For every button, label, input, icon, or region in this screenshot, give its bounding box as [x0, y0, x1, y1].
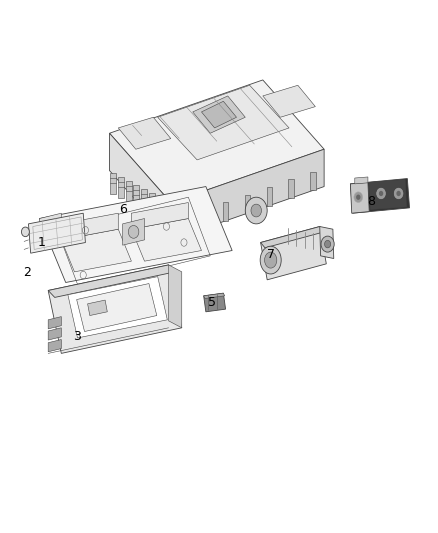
Circle shape: [321, 236, 334, 252]
Polygon shape: [310, 172, 316, 190]
Polygon shape: [110, 173, 116, 194]
Ellipse shape: [265, 252, 277, 268]
Ellipse shape: [260, 246, 281, 274]
Circle shape: [325, 240, 331, 248]
Polygon shape: [28, 213, 85, 253]
Polygon shape: [223, 202, 229, 221]
Circle shape: [128, 225, 139, 238]
Polygon shape: [201, 101, 237, 128]
Polygon shape: [48, 265, 182, 353]
Text: 8: 8: [367, 195, 375, 208]
Polygon shape: [48, 328, 61, 340]
Polygon shape: [169, 265, 182, 328]
Text: 6: 6: [120, 203, 127, 216]
Polygon shape: [131, 203, 188, 229]
Polygon shape: [118, 117, 171, 149]
Polygon shape: [61, 229, 131, 272]
Circle shape: [396, 191, 401, 196]
Polygon shape: [156, 197, 162, 218]
Polygon shape: [48, 340, 61, 352]
Polygon shape: [48, 265, 175, 297]
Polygon shape: [88, 300, 107, 316]
Circle shape: [245, 197, 267, 224]
Polygon shape: [350, 182, 369, 213]
Text: 7: 7: [267, 248, 275, 261]
Polygon shape: [61, 213, 118, 240]
Polygon shape: [204, 293, 226, 312]
Polygon shape: [289, 179, 294, 198]
Polygon shape: [171, 149, 324, 240]
Circle shape: [356, 195, 360, 200]
Polygon shape: [266, 187, 272, 206]
Polygon shape: [68, 277, 167, 338]
Polygon shape: [123, 219, 145, 245]
Polygon shape: [179, 217, 185, 236]
Polygon shape: [110, 133, 171, 240]
Circle shape: [394, 188, 403, 199]
Polygon shape: [201, 210, 207, 229]
Polygon shape: [39, 187, 232, 282]
Polygon shape: [204, 293, 225, 298]
Polygon shape: [261, 227, 326, 280]
Polygon shape: [261, 227, 324, 248]
Text: 2: 2: [23, 266, 31, 279]
Circle shape: [354, 192, 363, 203]
Circle shape: [377, 188, 385, 199]
Polygon shape: [193, 96, 245, 133]
Polygon shape: [355, 177, 368, 184]
Polygon shape: [131, 219, 201, 261]
Polygon shape: [369, 180, 406, 209]
Circle shape: [251, 204, 261, 217]
Polygon shape: [149, 192, 155, 214]
Polygon shape: [134, 184, 139, 206]
Polygon shape: [77, 284, 157, 332]
Polygon shape: [164, 200, 170, 222]
Polygon shape: [126, 181, 131, 202]
Polygon shape: [39, 213, 61, 235]
Polygon shape: [320, 227, 334, 259]
Text: 3: 3: [73, 330, 81, 343]
Text: 5: 5: [208, 296, 215, 309]
Polygon shape: [118, 176, 124, 198]
Polygon shape: [158, 85, 289, 160]
Circle shape: [379, 191, 383, 196]
Circle shape: [21, 227, 29, 237]
Polygon shape: [110, 80, 324, 203]
Text: 1: 1: [38, 236, 46, 249]
Polygon shape: [48, 317, 61, 329]
Polygon shape: [350, 179, 410, 213]
Polygon shape: [244, 195, 250, 213]
Polygon shape: [141, 189, 147, 210]
Polygon shape: [263, 85, 315, 117]
